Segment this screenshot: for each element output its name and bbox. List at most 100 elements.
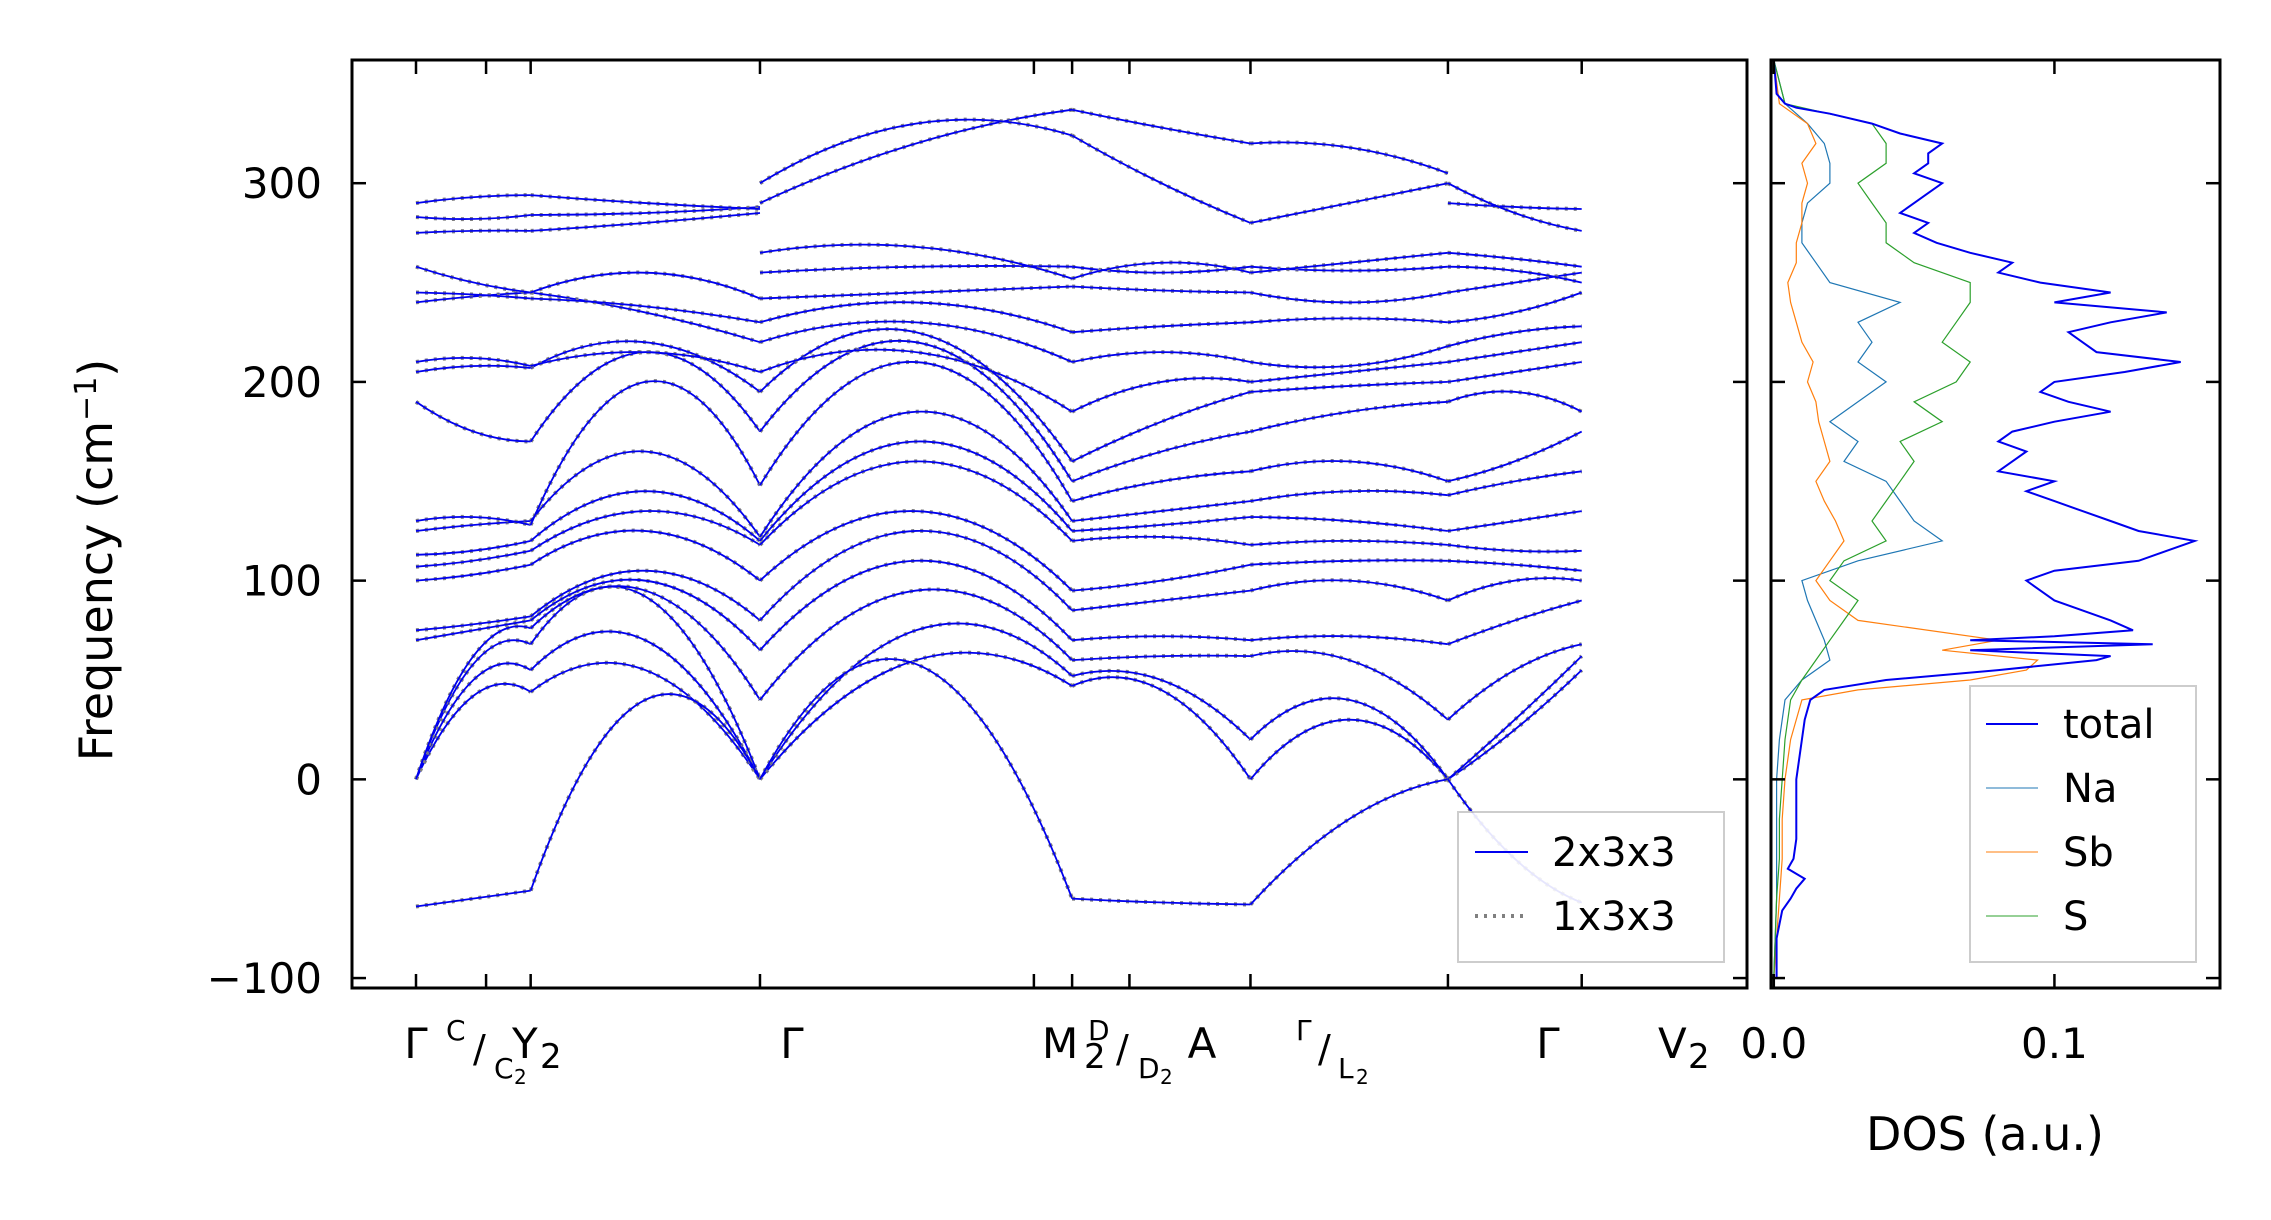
kpath-label-y2: Y2 — [511, 1019, 562, 1077]
band-2x3x3-seg1-b9 — [529, 450, 761, 538]
band-2x3x3-seg2-b6 — [759, 460, 1073, 546]
band-2x3x3-seg5-b13 — [1447, 325, 1582, 347]
band-2x3x3-seg3-b8 — [1072, 500, 1251, 522]
band-2x3x3-seg0-b11 — [415, 401, 531, 443]
kpath-label-d-over-d2: D / D2 — [1088, 1014, 1173, 1089]
dos-xtick-label-1: 0.1 — [2021, 1019, 2088, 1068]
band-2x3x3-seg5-b18 — [1447, 202, 1582, 210]
dos-lines-group — [1772, 59, 2199, 979]
band-2x3x3-seg2-b15 — [759, 285, 1073, 300]
band-2x3x3-seg4-b19 — [1250, 182, 1449, 224]
kpath-label-l2-sub: 2 — [1356, 1065, 1369, 1089]
band-1x3x3-seg0-b7 — [415, 548, 532, 569]
band-2x3x3-seg2-b20 — [759, 658, 1073, 899]
legend-label-sb: Sb — [2063, 830, 2114, 876]
band-2x3x3-seg1-b4 — [530, 578, 761, 651]
band-2x3x3-seg5-b3 — [1447, 599, 1582, 646]
kpath-label-c: C — [446, 1014, 466, 1047]
band-2x3x3-seg0-b10 — [415, 516, 531, 526]
band-1x3x3-seg1-b6 — [529, 528, 762, 583]
band-2x3x3-seg2-b11 — [759, 328, 1073, 462]
band-1x3x3-seg4-b1 — [1249, 696, 1450, 781]
band-ytick-labels: −100 0 100 200 300 — [207, 159, 322, 1003]
band-1x3x3-seg1-b20 — [528, 692, 762, 892]
band-2x3x3-seg2-b17 — [759, 243, 1073, 280]
band-2x3x3-seg4-b6 — [1250, 540, 1448, 546]
band-2x3x3-seg0-b15 — [415, 291, 531, 300]
band-1x3x3-seg4-b20 — [1249, 777, 1449, 906]
band-legend-box — [1457, 811, 1725, 963]
band-1x3x3-seg0-b2 — [414, 638, 532, 780]
band-2x3x3-seg2-b0 — [759, 651, 1073, 780]
kpath-label-c2-sub: 2 — [514, 1065, 527, 1089]
band-2x3x3-seg1-b2 — [529, 585, 761, 780]
band-2x3x3-seg1-b3 — [530, 585, 761, 701]
band-1x3x3-seg0-b16 — [415, 264, 531, 295]
band-1x3x3-seg3-b0 — [1071, 675, 1253, 781]
band-2x3x3-seg4-b17 — [1250, 251, 1448, 274]
band-2x3x3-seg4-b20 — [1249, 778, 1449, 906]
band-2x3x3-seg1-b13 — [530, 351, 761, 373]
kpath-label-d2: D — [1138, 1052, 1160, 1085]
band-2x3x3-seg2-b8 — [759, 410, 1073, 538]
band-1x3x3-seg3-b19 — [1071, 133, 1252, 225]
band-ytick-label-4: 300 — [242, 159, 322, 208]
band-1x3x3-seg2-b19 — [758, 117, 1073, 185]
kpath-label-l2: L — [1338, 1052, 1354, 1085]
band-legend: 2x3x3 1x3x3 — [1457, 811, 1725, 963]
band-2x3x3-seg4-b3 — [1250, 635, 1449, 646]
band-2x3x3-seg1-b17 — [530, 212, 761, 232]
band-2x3x3-seg2-b13 — [759, 320, 1073, 363]
band-2x3x3-seg4-b8 — [1250, 490, 1448, 502]
band-2x3x3-seg0-b18 — [415, 214, 531, 220]
kpath-label-v-sub: 2 — [1688, 1037, 1710, 1077]
kpath-label-slash: / — [473, 1027, 486, 1071]
band-2x3x3-seg4-b12 — [1250, 361, 1448, 383]
band-ylabel: Frequency (cm−1) — [69, 359, 123, 762]
dos-xtick-label-0: 0.0 — [1740, 1019, 1807, 1068]
band-1x3x3-seg2-b0 — [758, 650, 1074, 781]
band-2x3x3-seg1-b12 — [530, 340, 761, 393]
band-2x3x3-seg2-b9 — [759, 361, 1073, 502]
band-2x3x3-seg0-b16 — [415, 265, 531, 294]
band-2x3x3-seg5-b9 — [1447, 430, 1583, 483]
band-2x3x3-seg1-b5 — [530, 569, 761, 622]
band-2x3x3-seg1-b1 — [530, 630, 761, 780]
kpath-label-m: M — [1042, 1019, 1078, 1068]
band-2x3x3-seg3-b10 — [1071, 430, 1251, 483]
band-2x3x3-seg4-b0 — [1249, 719, 1449, 780]
band-2x3x3-seg3-b14 — [1072, 321, 1251, 334]
band-2x3x3-seg4-b7 — [1250, 516, 1449, 532]
kpath-label-c2: C — [494, 1052, 514, 1085]
band-2x3x3-seg4-b13 — [1250, 345, 1449, 369]
band-2x3x3-seg5-b15 — [1447, 271, 1582, 294]
band-2x3x3-seg4-b10 — [1250, 400, 1448, 433]
kpath-label-c-over-c2: C / C2 — [446, 1014, 527, 1089]
band-2x3x3-seg0-b1 — [415, 662, 532, 780]
band-2x3x3-seg3-b12 — [1071, 377, 1251, 413]
band-1x3x3-seg1-b1 — [529, 629, 762, 781]
band-2x3x3-seg5-b6 — [1447, 544, 1582, 553]
band-2x3x3-seg3-b3 — [1072, 635, 1251, 642]
band-2x3x3-seg4-b4 — [1250, 579, 1449, 602]
band-2x3x3-seg4-b11 — [1250, 381, 1448, 393]
band-1x3x3-seg4-b9 — [1250, 458, 1449, 484]
legend-label-1x3x3: 1x3x3 — [1552, 894, 1676, 940]
kpath-label-y: Y — [511, 1019, 538, 1068]
band-ylabel-superscript: −1 — [69, 377, 104, 421]
kpath-label-a: A — [1188, 1019, 1217, 1068]
band-2x3x3-seg0-b8 — [415, 540, 531, 556]
band-2x3x3-seg2-b4 — [759, 530, 1073, 622]
band-2x3x3-seg5-b0 — [1447, 669, 1583, 781]
band-1x3x3-seg1-b12 — [529, 339, 762, 394]
band-ylabel-text: Frequency (cm — [69, 421, 123, 761]
band-1x3x3-seg2-b20 — [758, 657, 1074, 900]
band-2x3x3-seg1-b19 — [530, 194, 761, 210]
band-1x3x3-seg4-b7 — [1250, 515, 1449, 533]
dos-plot-frame — [1769, 58, 2222, 990]
band-2x3x3-seg5-b8 — [1447, 470, 1582, 497]
band-2x3x3-seg0-b4 — [415, 619, 531, 642]
band-2x3x3-seg3-b0 — [1071, 676, 1252, 780]
band-2x3x3-seg2-b3 — [759, 559, 1073, 651]
